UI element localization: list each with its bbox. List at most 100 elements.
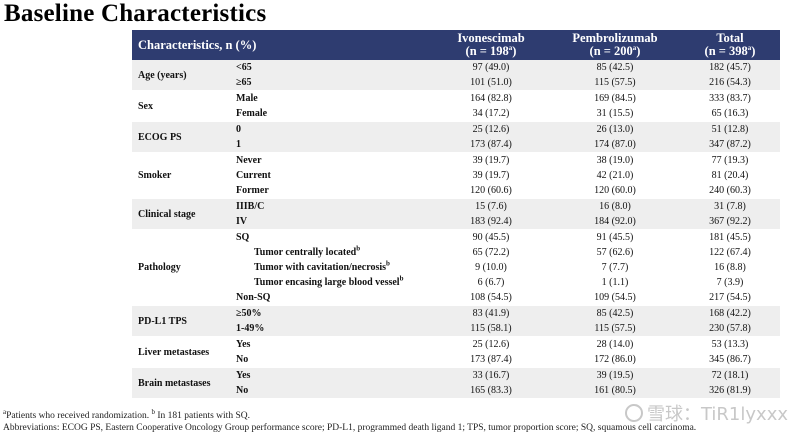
table-row: Former 120 (60.6) 120 (60.0) 240 (60.3) <box>132 183 780 199</box>
total-value: 65 (16.3) <box>711 108 749 119</box>
subcategory-cell: Tumor centrally locatedb <box>232 245 432 260</box>
total-value: 72 (18.1) <box>680 367 780 383</box>
subcategory-cell: Tumor with cavitation/necrosisb <box>232 260 432 275</box>
subcategory-cell: Female <box>232 106 432 122</box>
subcategory-cell: Former <box>232 183 432 199</box>
subcategory-label: ≥50% <box>236 308 262 319</box>
footnote-line-1: aPatients who received randomization. b … <box>3 408 250 421</box>
table-row: Sex Male 164 (82.8) 169 (84.5) 333 (83.7) <box>132 91 780 112</box>
table-row: Non-SQ 108 (54.5) 109 (54.5) 217 (54.5) <box>132 290 780 306</box>
watermark: 雪球：TiR1lyxxx <box>624 400 788 426</box>
pembrolizumab-value: 91 (45.5) <box>596 232 634 243</box>
subcategory-label: Current <box>236 170 271 181</box>
ivonescimab-value: 164 (82.8) <box>470 93 512 104</box>
total-value: 51 (12.8) <box>680 121 780 137</box>
subcategory-label: IIIB/C <box>236 201 265 212</box>
subcategory-label: Tumor centrally located <box>254 247 357 258</box>
row-group: Sex Male 164 (82.8) 169 (84.5) 333 (83.7) Fem… <box>132 91 780 122</box>
page-title: Baseline Characteristics <box>4 0 267 27</box>
ivonescimab-value: 39 (19.7) <box>472 155 510 166</box>
header-total-name: Total <box>716 31 744 45</box>
pembrolizumab-value: 115 (57.5) <box>550 75 680 91</box>
subcategory-cell: IIIB/C <box>232 198 432 214</box>
subcategory-label: 0 <box>236 124 241 135</box>
pembrolizumab-value: 38 (19.0) <box>596 155 634 166</box>
subcategory-label: Never <box>236 155 262 166</box>
table-row: Liver metastases Yes 25 (12.6) 28 (14.0) 53 … <box>132 337 780 358</box>
table-row: 1 173 (87.4) 174 (87.0) 347 (87.2) <box>132 137 780 153</box>
ivonescimab-value: 90 (45.5) <box>472 232 510 243</box>
subcategory-label: Yes <box>236 339 251 350</box>
pembrolizumab-value: 174 (87.0) <box>550 137 680 153</box>
table-row: 1-49% 115 (58.1) 115 (57.5) 230 (57.8) <box>132 321 780 337</box>
pembrolizumab-value: 161 (80.5) <box>550 383 680 399</box>
pembrolizumab-value: 57 (62.6) <box>596 247 634 258</box>
ivonescimab-value: 83 (41.9) <box>432 305 550 321</box>
subcategory-cell: <65 <box>232 60 432 75</box>
pembrolizumab-value: 184 (92.0) <box>550 214 680 230</box>
pembrolizumab-value: 85 (42.5) <box>550 305 680 321</box>
total-value: 345 (86.7) <box>709 354 751 365</box>
table-row: No 173 (87.4) 172 (86.0) 345 (86.7) <box>132 352 780 368</box>
subcategory-label: Non-SQ <box>236 292 271 303</box>
ivonescimab-value: 120 (60.6) <box>470 185 512 196</box>
total-value: 240 (60.3) <box>709 185 751 196</box>
table-row: PD-L1 TPS ≥50% 83 (41.9) 85 (42.5) 168 (42.2… <box>132 305 780 337</box>
header-total: Total (n = 398a) <box>680 30 780 60</box>
total-value: 182 (45.7) <box>680 60 780 75</box>
ivonescimab-value: 65 (72.2) <box>472 247 510 258</box>
total-value: 217 (54.5) <box>709 292 751 303</box>
header-total-n: (n = 398 <box>704 44 748 58</box>
pembrolizumab-value: 7 (7.7) <box>601 262 629 273</box>
table-row: Clinical stage IIIB/C 15 (7.6) 16 (8.0) 31 (… <box>132 198 780 230</box>
total-value: 7 (3.9) <box>716 277 744 288</box>
header-ivonescimab-name: Ivonescimab <box>457 31 525 45</box>
pembrolizumab-value: 1 (1.1) <box>601 277 629 288</box>
total-value: 122 (67.4) <box>709 247 751 258</box>
pembrolizumab-value: 109 (54.5) <box>594 292 636 303</box>
pembrolizumab-value: 28 (14.0) <box>596 339 634 350</box>
total-value: 230 (57.8) <box>680 321 780 337</box>
footnote-a: Patients who received randomization. <box>6 411 150 421</box>
table-row: Current 39 (19.7) 42 (21.0) 81 (20.4) <box>132 168 780 183</box>
subcategory-label: IV <box>236 216 248 227</box>
snowball-logo-icon <box>624 404 643 422</box>
ivonescimab-value: 15 (7.6) <box>432 198 550 214</box>
total-value: 31 (7.8) <box>680 198 780 214</box>
total-value: 53 (13.3) <box>711 339 749 350</box>
footnote-b: In 181 patients with SQ. <box>157 411 250 421</box>
table-row: No 165 (83.3) 161 (80.5) 326 (81.9) <box>132 383 780 399</box>
table-row: Age (years) <65 97 (49.0) 85 (42.5) 182 (45.… <box>132 60 780 91</box>
subcategory-cell: Non-SQ <box>232 290 432 306</box>
subcategory-cell: ≥50% <box>232 305 432 321</box>
subcategory-label: Former <box>236 185 269 196</box>
row-group: Smoker Never 39 (19.7) 38 (19.0) 77 (19.3) Cu… <box>132 153 780 199</box>
table-row: ≥65 101 (51.0) 115 (57.5) 216 (54.3) <box>132 75 780 91</box>
pembrolizumab-value: 42 (21.0) <box>596 170 634 181</box>
pembrolizumab-value: 172 (86.0) <box>594 354 636 365</box>
ivonescimab-value: 34 (17.2) <box>472 108 510 119</box>
subcategory-cell: Male <box>232 91 432 107</box>
subcategory-label: Yes <box>236 370 251 381</box>
ivonescimab-value: 25 (12.6) <box>432 121 550 137</box>
header-ivonescimab: Ivonescimab (n = 198a) <box>432 30 550 60</box>
subcategory-label: Male <box>236 93 258 104</box>
category-label: Brain metastases <box>132 367 232 399</box>
pembrolizumab-value: 85 (42.5) <box>550 60 680 75</box>
table-row: Female 34 (17.2) 31 (15.5) 65 (16.3) <box>132 106 780 122</box>
total-value: 216 (54.3) <box>680 75 780 91</box>
ivonescimab-value: 39 (19.7) <box>472 170 510 181</box>
ivonescimab-value: 173 (87.4) <box>470 354 512 365</box>
pembrolizumab-value: 16 (8.0) <box>550 198 680 214</box>
row-group: ECOG PS 0 25 (12.6) 26 (13.0) 51 (12.8) 1 173 … <box>132 121 780 153</box>
row-group: Brain metastases Yes 33 (16.7) 39 (19.5) 72 … <box>132 367 780 399</box>
table-header: Characteristics, n (%) Ivonescimab (n = … <box>132 30 780 60</box>
ivonescimab-value: 183 (92.4) <box>432 214 550 230</box>
subcategory-cell: Tumor encasing large blood vesselb <box>232 275 432 290</box>
subcategory-cell: 1 <box>232 137 432 153</box>
subcategory-label: ≥65 <box>236 77 252 88</box>
subcategory-cell: Current <box>232 168 432 183</box>
row-group: PD-L1 TPS ≥50% 83 (41.9) 85 (42.5) 168 (42.2… <box>132 305 780 337</box>
category-label: PD-L1 TPS <box>132 305 232 337</box>
row-group: Clinical stage IIIB/C 15 (7.6) 16 (8.0) 31 (… <box>132 198 780 230</box>
